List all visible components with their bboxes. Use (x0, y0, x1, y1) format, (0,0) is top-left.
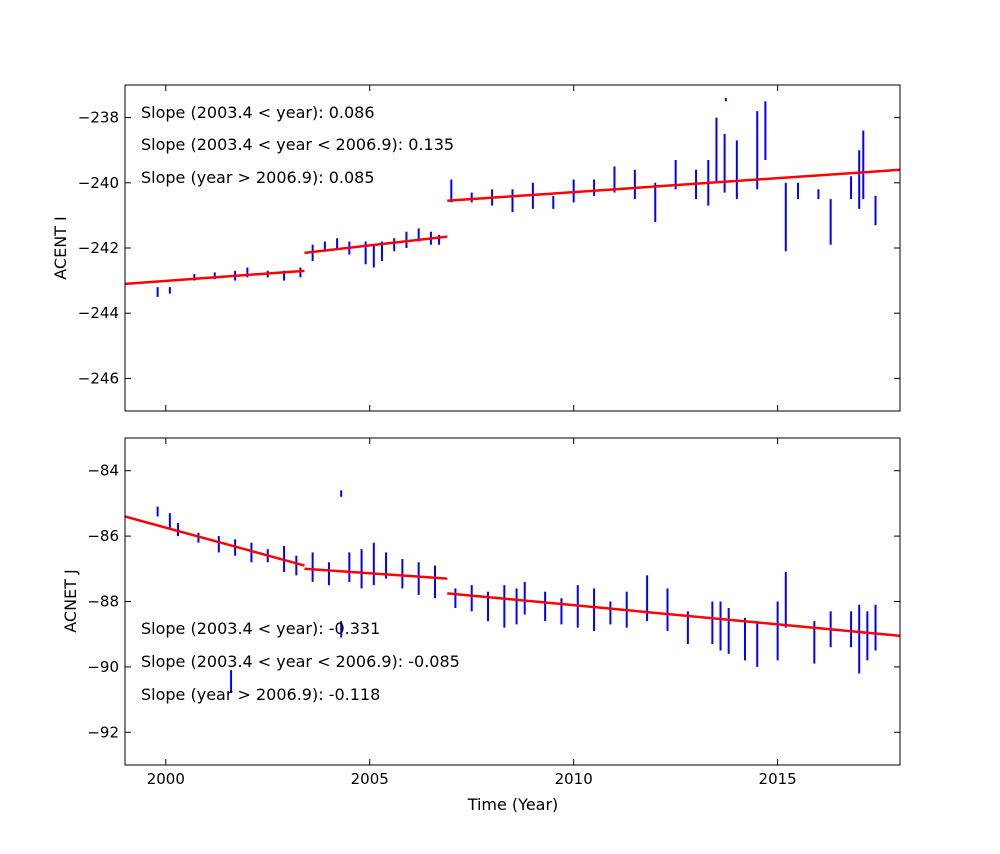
y-tick-label: −86 (87, 527, 119, 545)
annotation-3: Slope (year > 2006.9): 0.085 (141, 168, 375, 187)
x-tick-label: 2015 (759, 770, 797, 788)
panel-acnet-j: Slope (2003.4 < year): -0.331 Slope (200… (61, 437, 901, 814)
annotation-2: Slope (2003.4 < year < 2006.9): 0.135 (141, 135, 454, 154)
fit-line (124, 269, 305, 286)
fit-line (124, 515, 305, 567)
y-tick-label: −240 (78, 174, 119, 192)
y-tick-label: −246 (78, 369, 119, 387)
fit-line (447, 168, 901, 202)
fit-line (304, 567, 448, 580)
x-tick-label: 2000 (147, 770, 185, 788)
plot-area (124, 490, 901, 694)
y-tick-label: −244 (78, 304, 119, 322)
y-tick-label: −92 (87, 723, 119, 741)
y-axis-label: ACENT I (51, 216, 70, 280)
y-tick-label: −238 (78, 109, 119, 127)
axes-frame (124, 84, 901, 412)
panel-acent-i: Slope (2003.4 < year): 0.086 Slope (2003… (51, 84, 901, 412)
y-tick-label: −88 (87, 593, 119, 611)
fit-line (304, 235, 448, 255)
annotation-1: Slope (2003.4 < year): 0.086 (141, 103, 375, 122)
plot-area (124, 98, 901, 297)
y-axis-label: ACNET J (61, 569, 80, 633)
annotation-1: Slope (2003.4 < year): -0.331 (141, 619, 380, 638)
x-axis-label: Time (Year) (467, 795, 559, 814)
x-tick-label: 2010 (555, 770, 593, 788)
y-tick-label: −242 (78, 239, 119, 257)
fit-line (447, 592, 901, 638)
annotation-3: Slope (year > 2006.9): -0.118 (141, 685, 380, 704)
annotation-2: Slope (2003.4 < year < 2006.9): -0.085 (141, 652, 460, 671)
x-tick-label: 2005 (351, 770, 389, 788)
y-tick-label: −84 (87, 462, 119, 480)
y-tick-label: −90 (87, 658, 119, 676)
axes-frame (124, 437, 901, 766)
